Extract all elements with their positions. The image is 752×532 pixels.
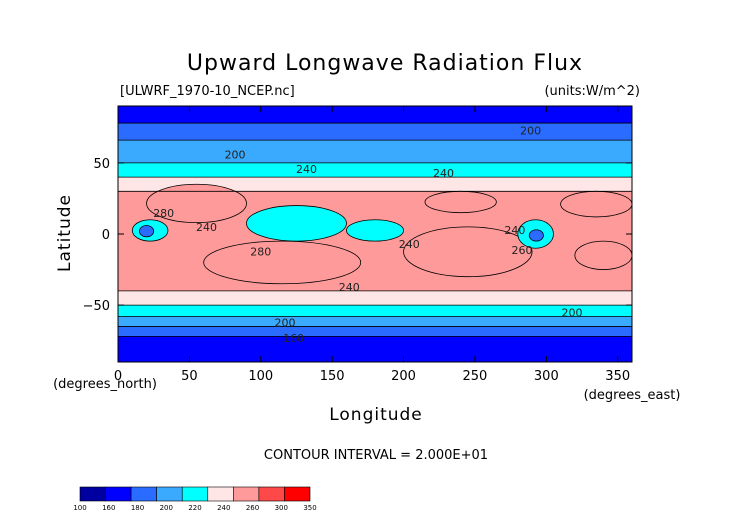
x-tick-label-0: 0 xyxy=(114,369,122,384)
contour-band-4 xyxy=(118,177,632,192)
colorbar-level-240: 240 xyxy=(217,504,230,512)
contour-region-sahara-belt xyxy=(146,183,247,224)
colorbar-level-300: 300 xyxy=(275,504,288,512)
contour-region-amazon-core xyxy=(528,229,544,242)
contour-band-8 xyxy=(118,316,632,327)
colorbar-level-180: 180 xyxy=(131,504,144,512)
colorbar-level-100: 100 xyxy=(73,504,86,512)
x-tick-label-300: 300 xyxy=(534,369,559,384)
contour-interval-text: CONTOUR INTERVAL = 2.000E+01 xyxy=(264,448,488,463)
colorbar-level-220: 220 xyxy=(188,504,201,512)
colorbar-level-160: 160 xyxy=(102,504,115,512)
x-tick-label-250: 250 xyxy=(463,369,488,384)
contour-band-9 xyxy=(118,326,632,337)
x-tick-label-350: 350 xyxy=(605,369,630,384)
x-tick-label-200: 200 xyxy=(391,369,416,384)
contour-label-6: 280 xyxy=(250,245,271,258)
y-tick-label-0: 0 xyxy=(102,228,110,243)
contour-region-e-pacific xyxy=(403,226,533,278)
colorbar-swatch-5 xyxy=(207,486,234,502)
contour-label-0: 200 xyxy=(225,149,246,162)
colorbar-level-200: 200 xyxy=(160,504,173,512)
contour-band-10 xyxy=(118,336,632,362)
contour-label-1: 240 xyxy=(296,163,317,176)
contour-line-layer xyxy=(118,122,632,362)
colorbar-level-260: 260 xyxy=(246,504,259,512)
contour-label-12: 160 xyxy=(283,332,304,345)
y-tick-label--50: −50 xyxy=(83,299,110,314)
y-axis: −50 0 50 xyxy=(83,157,632,314)
contour-label-3: 200 xyxy=(520,124,541,137)
x-tick-label-100: 100 xyxy=(248,369,273,384)
contour-label-11: 200 xyxy=(275,316,296,329)
contour-label-8: 240 xyxy=(504,224,525,237)
colorbar-swatch-8 xyxy=(284,486,311,502)
contour-band-0 xyxy=(118,106,632,124)
y-tick-label-50: 50 xyxy=(93,157,110,172)
contour-label-4: 280 xyxy=(153,207,174,220)
x-axis-label: Longitude xyxy=(329,405,423,425)
contour-region-s-atlantic xyxy=(574,240,632,270)
colorbar-swatch-1 xyxy=(105,486,132,502)
x-axis: 0 50 100 150 200 250 300 350 xyxy=(114,106,630,384)
colorbar-swatch-2 xyxy=(130,486,157,502)
contour-label-13: 200 xyxy=(562,306,583,319)
contour-region-congo-core xyxy=(139,225,155,238)
contour-label-2: 240 xyxy=(433,167,454,180)
contour-label-10: 240 xyxy=(339,281,360,294)
contour-label-layer: 200 240 240 200 280 240 280 240 240 260 240 200 160 2… xyxy=(153,124,582,345)
contour-region-n-pacific-sub xyxy=(424,190,497,214)
colorbar-swatch-4 xyxy=(181,486,209,502)
colorbar-level-350: 350 xyxy=(303,504,316,512)
x-unit-label: (degrees_east) xyxy=(584,388,681,403)
contour-region-maritime-continent xyxy=(246,205,347,242)
chart-title: Upward Longwave Radiation Flux xyxy=(187,51,583,76)
contour-region-s-indian-ocean-broad xyxy=(203,240,362,285)
contour-label-5: 240 xyxy=(196,221,217,234)
plot-area: 200 240 240 200 280 240 280 240 240 260 240 200 160 2… xyxy=(117,105,633,363)
contour-label-9: 260 xyxy=(512,244,533,257)
x-tick-label-50: 50 xyxy=(181,369,198,384)
units-label: (units:W/m^2) xyxy=(544,84,640,99)
colorbar-swatch-6 xyxy=(233,486,260,502)
contour-band-6 xyxy=(118,290,632,306)
y-axis-label: Latitude xyxy=(55,194,75,272)
colorbar: 100 160 180 200 220 240 260 300 350 xyxy=(73,486,317,512)
colorbar-swatch-0 xyxy=(79,486,106,502)
colorbar-swatch-7 xyxy=(258,486,285,502)
contour-label-7: 240 xyxy=(399,238,420,251)
contour-region-n-atlantic-sub xyxy=(560,190,632,218)
contour-region-west-pacific-warm xyxy=(346,219,404,242)
contour-band-1 xyxy=(118,123,632,141)
contour-band-2 xyxy=(118,140,632,163)
y-unit-label: (degrees_north) xyxy=(53,377,157,392)
x-tick-label-150: 150 xyxy=(320,369,345,384)
colorbar-swatch-3 xyxy=(156,486,183,502)
contour-band-3 xyxy=(118,162,632,178)
file-label: [ULWRF_1970-10_NCEP.nc] xyxy=(120,84,295,99)
contour-band-7 xyxy=(118,305,632,317)
contour-fill-layer xyxy=(118,106,632,362)
